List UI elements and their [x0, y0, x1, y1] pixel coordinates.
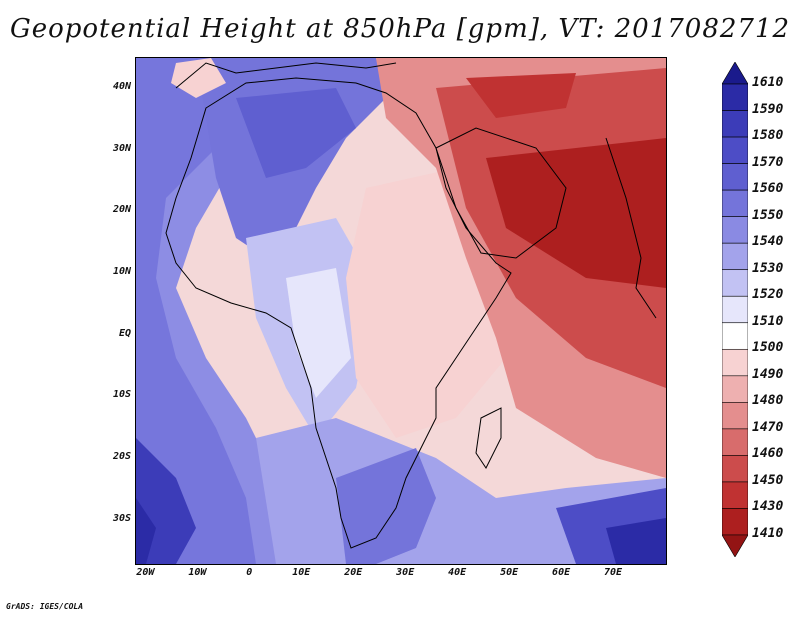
colorbar-segment: [722, 83, 748, 111]
lat-label: 10S: [112, 389, 131, 401]
colorbar-label: 1530: [752, 260, 784, 276]
colorbar-segment: [722, 295, 748, 324]
colorbar-label: 1520: [752, 287, 784, 303]
region-arabia-1430: [486, 138, 666, 288]
colorbar-segment: [722, 402, 748, 430]
region-south-atlantic-deep: [136, 498, 156, 564]
africa-coastline: [165, 77, 512, 549]
colorbar-segment: [722, 62, 748, 85]
colorbar-segment: [722, 375, 748, 403]
lon-label: 40E: [448, 567, 467, 578]
lat-label: 20N: [112, 204, 131, 216]
arabia-coastline: [435, 127, 567, 259]
region-west-africa-1510: [286, 268, 351, 398]
lon-label: 60E: [552, 567, 571, 578]
colorbar-segment: [722, 269, 748, 297]
lat-label: 20S: [112, 451, 131, 463]
colorbar-segment: [722, 322, 748, 350]
region-sahara-1560: [236, 88, 356, 178]
map-panel: [135, 57, 667, 565]
colorbar-segment: [722, 428, 748, 456]
lon-label: 10E: [292, 567, 311, 578]
colorbar-label: 1460: [752, 446, 784, 462]
lon-label: 10W: [188, 567, 207, 578]
colorbar-label: 1580: [752, 128, 784, 144]
colorbar-segment: [722, 455, 748, 483]
region-south-indian-deep: [606, 518, 666, 564]
map-title: Geopotential Height at 850hPa [gpm], VT:…: [9, 14, 791, 44]
lat-label: 10N: [112, 265, 131, 277]
colorbar-segment: [722, 534, 748, 557]
colorbar-label: 1500: [752, 340, 784, 356]
lon-label: 20W: [136, 567, 155, 578]
colorbar-segment: [722, 163, 748, 191]
lat-label: 40N: [112, 80, 131, 92]
colorbar-label: 1610: [752, 75, 784, 90]
colorbar-label: 1480: [752, 393, 784, 409]
colorbar-segment: [722, 110, 748, 138]
lat-label: 30S: [112, 512, 131, 524]
colorbar-segment: [722, 189, 748, 217]
colorbar-label: 1470: [752, 419, 784, 435]
lon-label: 30E: [396, 567, 415, 578]
colorbar-segment: [722, 348, 748, 377]
geopotential-field: [136, 58, 666, 564]
india-coastline: [605, 137, 657, 319]
colorbar-segment: [722, 508, 748, 536]
colorbar-label: 1560: [752, 181, 784, 197]
region-atlantic-1550: [136, 58, 256, 564]
colorbar-label: 1590: [752, 101, 784, 117]
region-south-africa-1550: [336, 448, 436, 564]
lon-label: 50E: [500, 567, 519, 578]
colorbar-label: 1410: [752, 526, 784, 541]
colorbar-label: 1540: [752, 234, 784, 250]
grads-credit: GrADS: IGES/COLA: [6, 602, 84, 611]
madagascar-coastline: [475, 407, 502, 469]
lat-label: EQ: [118, 327, 131, 339]
colorbar-label: 1510: [752, 313, 784, 329]
colorbar-segment: [722, 216, 748, 244]
colorbar-segment: [722, 242, 748, 271]
colorbar-label: 1570: [752, 154, 784, 170]
colorbar-label: 1490: [752, 366, 784, 382]
colorbar-label: 1430: [752, 499, 784, 515]
colorbar-label: 1550: [752, 207, 784, 223]
region-iberia-warm: [171, 58, 226, 98]
colorbar-label: 1450: [752, 472, 784, 488]
lat-label: 30N: [112, 142, 131, 154]
region-levant-1440: [466, 73, 576, 118]
colorbar: [722, 62, 748, 557]
colorbar-segment: [722, 481, 748, 509]
mediterranean-coastline: [175, 62, 397, 89]
lon-label: 70E: [604, 567, 623, 578]
lon-label: 0: [246, 567, 253, 578]
colorbar-segment: [722, 136, 748, 164]
lon-label: 20E: [344, 567, 363, 578]
